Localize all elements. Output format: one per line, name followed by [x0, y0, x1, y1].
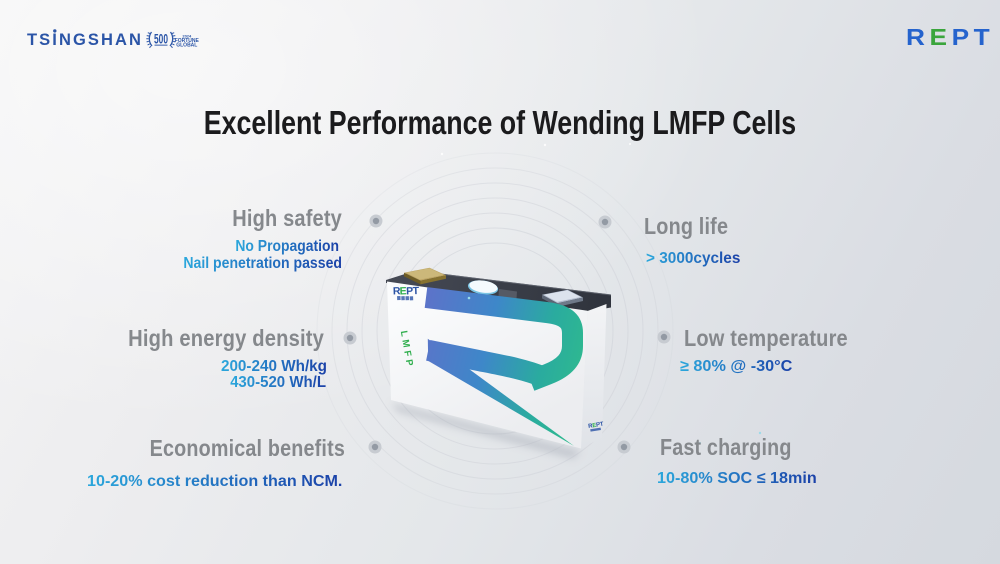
svg-text:PT: PT	[406, 285, 420, 297]
svg-text:R: R	[393, 285, 401, 297]
svg-text:500: 500	[154, 33, 168, 47]
svg-text:TSINGSHAN: TSINGSHAN	[27, 31, 143, 49]
svg-text:FORTUNE: FORTUNE	[175, 38, 200, 44]
svg-text:2024: 2024	[182, 34, 192, 39]
svg-text:GLOBAL: GLOBAL	[176, 43, 197, 49]
svg-text:E: E	[399, 285, 406, 297]
svg-text:REPT: REPT	[588, 422, 604, 430]
